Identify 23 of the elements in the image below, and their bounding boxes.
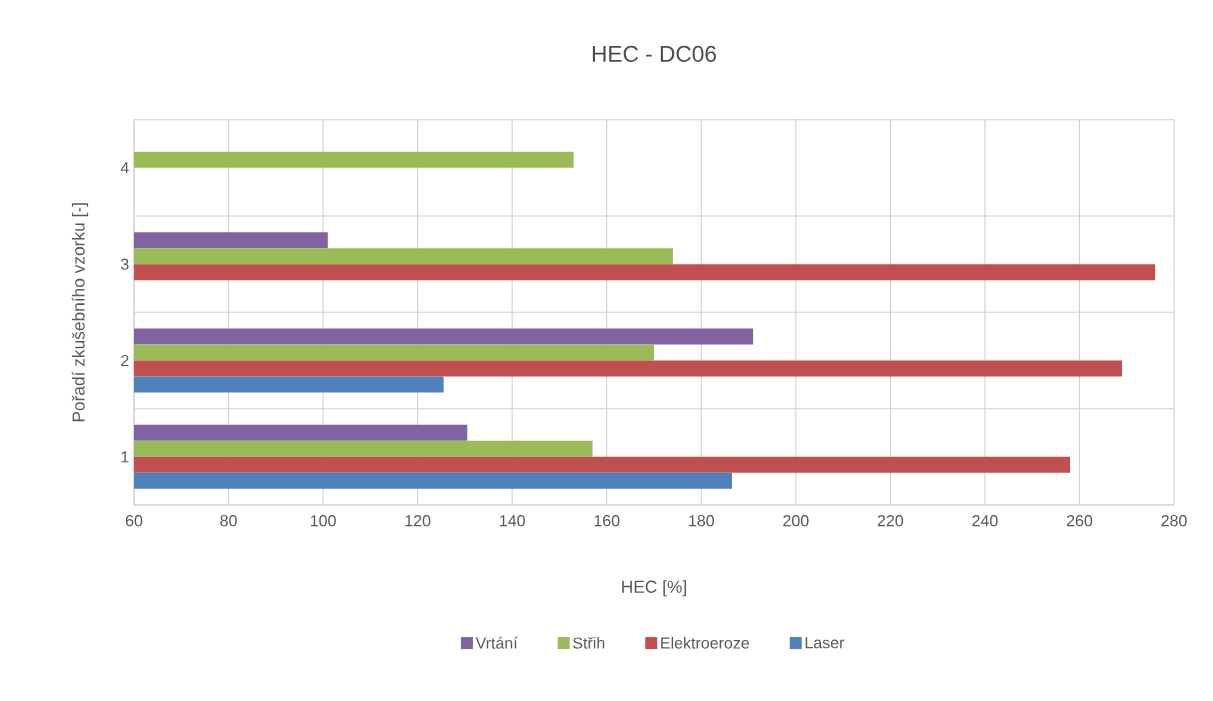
x-tick-label: 240 (972, 515, 998, 527)
y-tick-label: 1 (121, 451, 129, 463)
y-tick-label: 2 (121, 354, 129, 367)
legend-label: Elektroeroze (661, 636, 749, 649)
legend-label: Vrtání (475, 636, 518, 649)
x-tick-label: 220 (877, 515, 904, 527)
x-tick-label: 80 (220, 515, 237, 527)
chart-title: HEC - DC06 (592, 45, 716, 62)
y-tick-label: 3 (121, 258, 129, 270)
x-tick-label: 120 (405, 515, 431, 527)
x-tick-label: 280 (1161, 515, 1187, 527)
x-tick-label: 180 (689, 515, 714, 527)
y-axis-title: Pořadí zkušebního vzorku [-] (71, 203, 89, 422)
x-tick-label: 160 (594, 515, 620, 527)
x-tick-label: 60 (125, 515, 143, 527)
x-tick-label: 100 (310, 515, 336, 527)
x-tick-label: 200 (783, 515, 809, 527)
x-axis-title: HEC [%] (622, 580, 686, 597)
x-tick-label: 260 (1066, 515, 1093, 527)
x-tick-label: 140 (500, 515, 525, 527)
y-tick-label: 4 (120, 162, 129, 174)
legend-label: Laser (805, 637, 845, 649)
legend-label: Střih (573, 636, 605, 649)
